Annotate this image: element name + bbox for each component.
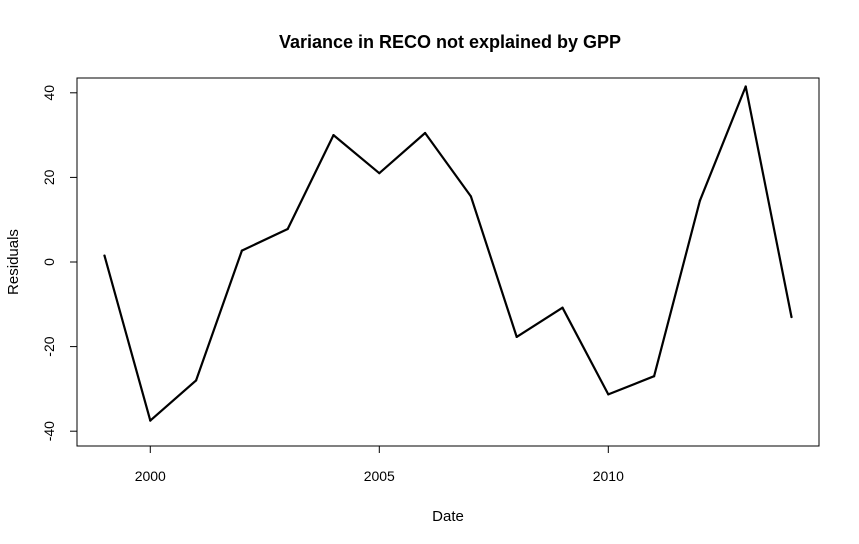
x-tick-label: 2010 — [593, 468, 624, 484]
data-point — [194, 379, 198, 382]
y-axis-ticks: -40 -20 0 20 40 — [41, 85, 77, 441]
x-axis-ticks: 2000 2005 2010 — [135, 446, 624, 484]
data-point — [240, 249, 243, 252]
data-point — [561, 306, 564, 309]
data-point — [423, 131, 427, 135]
data-point — [103, 254, 106, 257]
residuals-series-line — [103, 85, 793, 422]
y-axis-label: Residuals — [5, 229, 22, 295]
data-point — [607, 393, 610, 396]
data-point — [469, 195, 473, 198]
chart-title: Variance in RECO not explained by GPP — [279, 32, 621, 52]
data-point — [653, 375, 656, 378]
y-tick-label: 40 — [41, 85, 57, 101]
x-tick-label: 2000 — [135, 468, 166, 484]
y-tick-label: 0 — [41, 258, 57, 266]
data-point — [378, 172, 381, 175]
y-tick-label: 20 — [41, 169, 57, 185]
plot-area-frame — [76, 77, 820, 447]
x-tick-label: 2005 — [364, 468, 395, 484]
data-point — [515, 335, 518, 338]
series-points — [103, 85, 793, 422]
y-tick-label: -20 — [41, 336, 57, 356]
data-point — [698, 199, 702, 202]
data-point — [286, 227, 289, 231]
data-point — [744, 85, 747, 88]
x-axis-label: Date — [432, 508, 464, 525]
y-tick-label: -40 — [41, 421, 57, 441]
data-point — [149, 419, 152, 422]
data-point — [790, 315, 793, 319]
data-point — [332, 134, 335, 137]
